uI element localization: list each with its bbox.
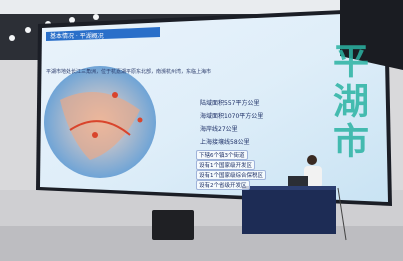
stat: 海岸线27公里	[200, 124, 238, 133]
podium-top	[242, 186, 336, 190]
stat: 海域面积1070平方公里	[200, 111, 263, 120]
fact: 设有1个国家级综合保税区	[196, 170, 266, 180]
section-title: 基本情况 · 平湖概况	[50, 31, 104, 40]
stat: 上海接壤线58公里	[200, 137, 250, 146]
photo: 基本情况 · 平湖概况 平湖市地处长江三角洲，位于杭嘉湖平原东北部，南濒杭州湾，…	[0, 0, 403, 261]
fact: 设有2个省级开发区	[196, 180, 250, 190]
map-point	[112, 92, 118, 98]
intro-text: 平湖市地处长江三角洲，位于杭嘉湖平原东北部，南濒杭州湾，东临上海市	[46, 68, 211, 75]
podium	[242, 186, 336, 234]
fact: 设有1个国家级开发区	[196, 160, 255, 170]
floor-speaker	[152, 210, 194, 240]
fact: 下辖6个镇3个街道	[196, 150, 248, 160]
stat: 陆域面积557平方公里	[200, 98, 259, 107]
map-point	[138, 118, 143, 123]
presenter-head	[307, 155, 317, 165]
stage-front	[0, 226, 403, 261]
city-name: 平湖市	[322, 42, 374, 162]
map-point	[92, 132, 98, 138]
